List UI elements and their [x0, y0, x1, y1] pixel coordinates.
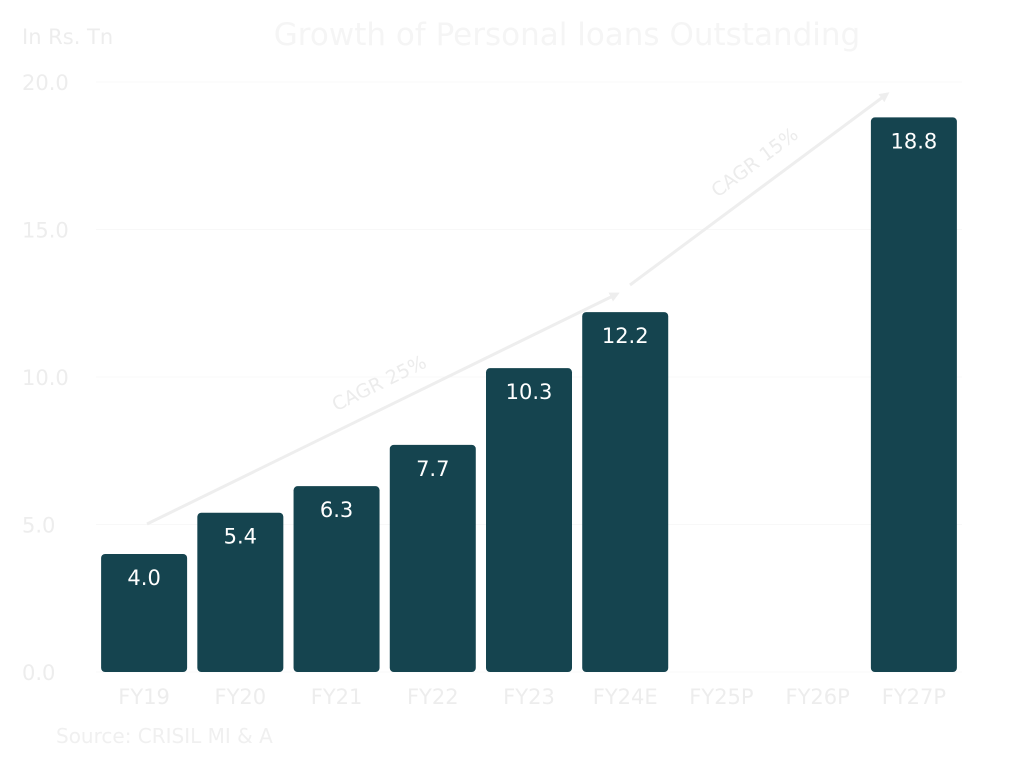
- cagr-arrow: [629, 92, 890, 287]
- data-label: 4.0: [127, 566, 160, 590]
- data-label: 6.3: [320, 498, 353, 522]
- data-label: 10.3: [506, 380, 553, 404]
- cagr-arrow: [146, 292, 620, 526]
- x-tick-label: FY19: [118, 685, 170, 709]
- bar: [870, 117, 957, 672]
- x-tick-label: FY24E: [593, 685, 658, 709]
- x-tick-label: FY25P: [689, 685, 753, 709]
- y-axis: 0.0 5.0 10.0 15.0 20.0: [22, 71, 69, 685]
- bar: [389, 444, 476, 672]
- y-tick-label: 5.0: [22, 514, 55, 538]
- y-tick-label: 10.0: [22, 366, 69, 390]
- source-note: Source: CRISIL MI & A: [56, 724, 273, 748]
- x-axis: FY19 FY20 FY21 FY22 FY23 FY24E FY25P FY26P FY27P: [118, 685, 946, 709]
- bar: [293, 486, 380, 672]
- data-label: 12.2: [602, 324, 649, 348]
- bar-layer: 4.0 5.4 6.3 7.7 10.3 12.2 18.8: [101, 117, 957, 672]
- x-tick-label: FY21: [311, 685, 363, 709]
- bar: [101, 554, 188, 672]
- y-tick-label: 20.0: [22, 71, 69, 95]
- bar: [197, 512, 284, 672]
- y-tick-label: 0.0: [22, 661, 55, 685]
- x-tick-label: FY22: [407, 685, 459, 709]
- data-label: 5.4: [224, 525, 257, 549]
- unit-label: In Rs. Tn: [22, 25, 113, 49]
- chart-title: Growth of Personal loans Outstanding: [274, 17, 860, 53]
- bar: [582, 312, 669, 672]
- cagr-label: CAGR 15%: [707, 123, 802, 202]
- data-label: 7.7: [416, 457, 449, 481]
- x-tick-label: FY20: [215, 685, 267, 709]
- x-tick-label: FY27P: [882, 685, 946, 709]
- x-tick-label: FY23: [503, 685, 555, 709]
- y-tick-label: 15.0: [22, 219, 69, 243]
- cagr-label: CAGR 25%: [329, 351, 430, 416]
- bar: [486, 368, 572, 672]
- x-tick-label: FY26P: [786, 685, 850, 709]
- data-label: 18.8: [891, 129, 938, 153]
